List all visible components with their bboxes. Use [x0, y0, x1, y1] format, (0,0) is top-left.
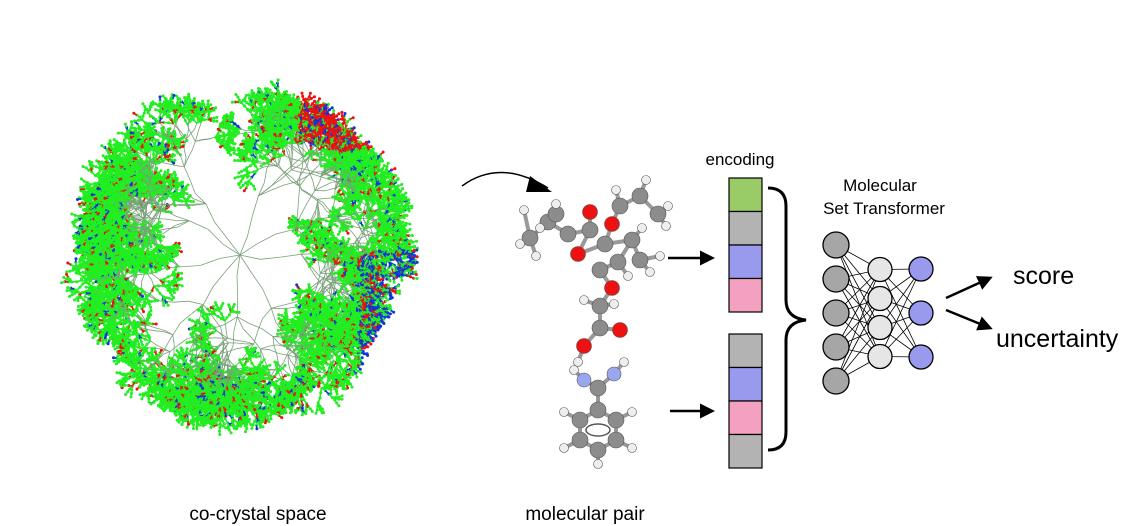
tree-node: [386, 283, 390, 287]
tree-node: [291, 339, 295, 343]
tree-node: [409, 239, 413, 243]
tree-node: [410, 234, 414, 237]
tree-node: [411, 257, 415, 261]
tree-edge: [260, 256, 281, 260]
tree-node: [406, 239, 410, 243]
tree-node: [392, 310, 396, 314]
tree-node: [372, 322, 376, 326]
tree-node: [371, 339, 375, 343]
tree-node: [284, 311, 287, 315]
tree-node: [331, 206, 335, 209]
tree-node: [386, 315, 390, 319]
tree-edge: [239, 254, 261, 260]
tree-node: [414, 270, 418, 274]
tree-node: [282, 340, 286, 344]
tree-node: [285, 329, 289, 333]
tree-node: [414, 273, 418, 276]
tree-node: [390, 296, 394, 300]
tree-node: [388, 305, 392, 309]
tree-node: [408, 222, 412, 226]
tree-node: [412, 263, 416, 267]
tree-node: [369, 342, 373, 346]
tree-node: [400, 182, 404, 186]
tree-node: [415, 239, 418, 243]
tree-node: [276, 332, 280, 336]
tree-edge: [239, 254, 252, 273]
tree-node: [277, 317, 281, 320]
tree-node: [400, 278, 404, 282]
tree-node: [397, 284, 401, 288]
tree-edge: [280, 253, 302, 258]
tree-node: [412, 248, 416, 252]
tree-node: [415, 248, 419, 252]
tree-node: [277, 313, 281, 317]
tree-node: [382, 322, 386, 325]
tree-node: [276, 329, 280, 332]
tree-node: [392, 280, 396, 284]
tree-node: [279, 321, 283, 325]
tree-node: [407, 201, 411, 205]
tree-node: [281, 337, 285, 341]
tree-node: [410, 266, 414, 270]
tree-node: [408, 227, 412, 231]
tree-node: [282, 317, 286, 321]
tree-node: [388, 312, 392, 316]
tree-node: [413, 244, 416, 248]
tree-node: [415, 277, 419, 280]
tree-node: [415, 260, 419, 264]
tree-node: [366, 340, 370, 344]
tree-node: [396, 177, 400, 181]
tree-node: [398, 289, 401, 293]
tree-node: [413, 254, 417, 258]
tree-edge: [370, 228, 374, 236]
tree-edge: [262, 289, 272, 309]
co-crystal-space-tree: [60, 78, 419, 436]
tree-edge: [250, 272, 264, 290]
